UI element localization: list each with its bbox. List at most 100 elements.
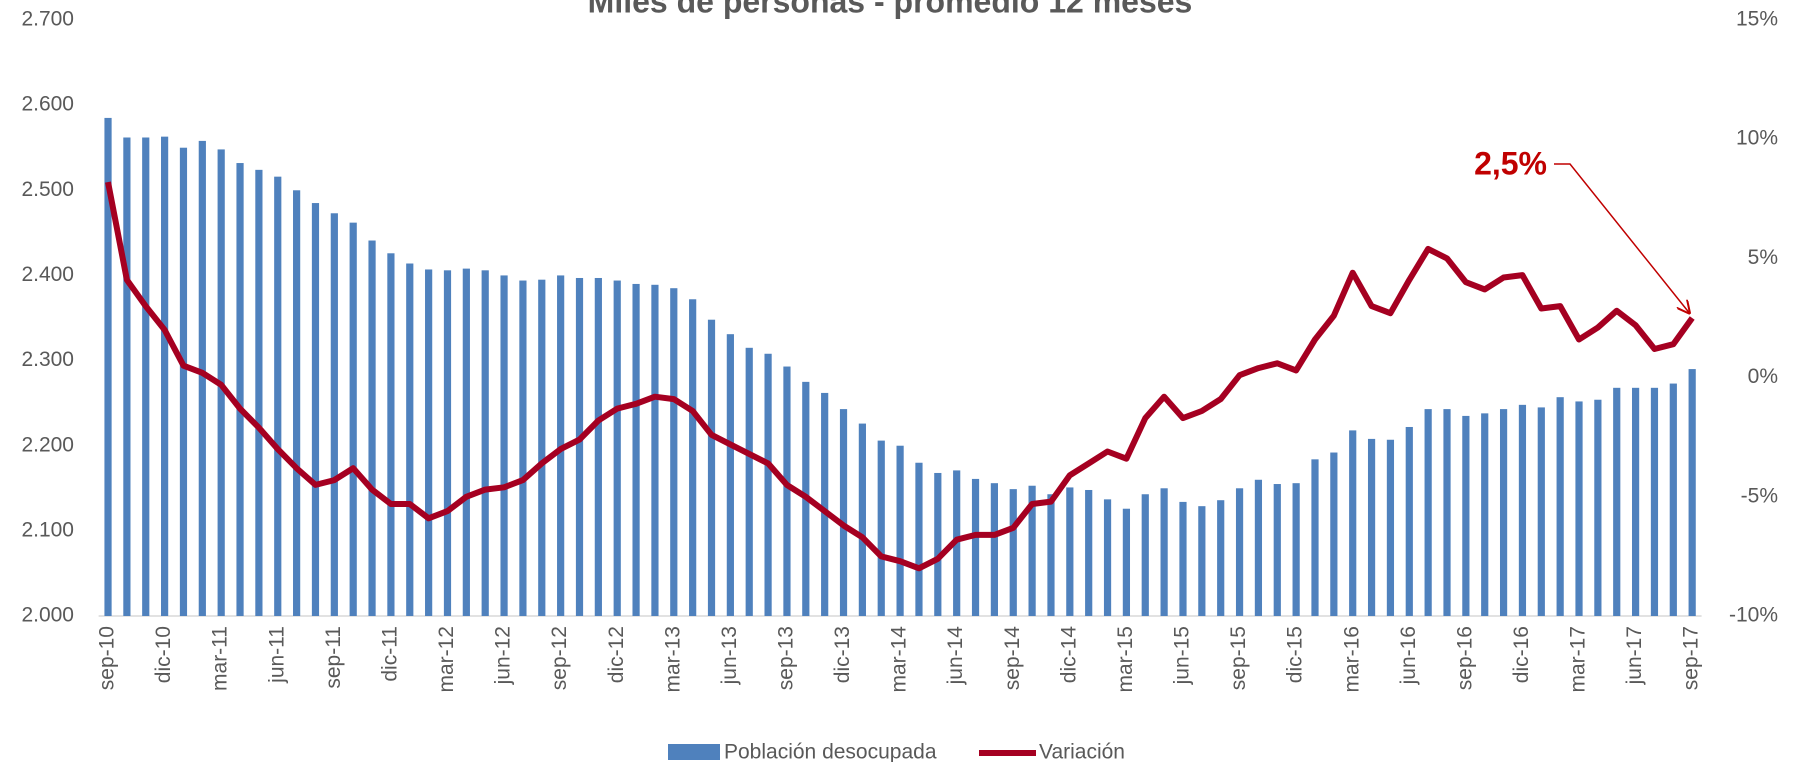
- x-tick-label: mar-16: [1340, 626, 1363, 693]
- x-tick-label: mar-14: [888, 626, 911, 693]
- line: [105, 181, 1695, 572]
- y-tick-label: 2.400: [21, 263, 74, 286]
- bar: [179, 147, 188, 616]
- bar: [349, 222, 357, 616]
- x-tick-label: mar-15: [1114, 626, 1137, 693]
- bar: [1443, 409, 1451, 616]
- bar: [123, 137, 131, 617]
- x-tick-label: sep-12: [548, 626, 571, 690]
- x-tick-label: sep-13: [774, 626, 797, 690]
- bar: [255, 169, 263, 616]
- y-tick-label: 2.500: [21, 178, 74, 201]
- y2-tick-label: 0%: [1748, 365, 1778, 388]
- y2-tick-label: 15%: [1736, 8, 1778, 31]
- bar: [462, 268, 470, 616]
- y-tick-label: 2.000: [21, 604, 74, 627]
- x-tick-label: jun-14: [944, 626, 967, 686]
- bar: [1650, 387, 1659, 616]
- x-tick-label: sep-14: [1001, 626, 1024, 691]
- y2-tick-label: 5%: [1748, 246, 1778, 269]
- bar: [858, 423, 866, 616]
- bar: [1141, 494, 1149, 616]
- bar: [726, 334, 734, 616]
- bar: [1688, 369, 1696, 616]
- bar: [1613, 387, 1621, 616]
- bar: [198, 140, 206, 616]
- bar: [1537, 407, 1545, 616]
- bar: [425, 269, 433, 616]
- bar: [443, 270, 452, 616]
- annotation: 2,5%: [1474, 145, 1547, 181]
- bar: [387, 253, 395, 616]
- x-tick-label: mar-12: [435, 626, 458, 693]
- x-tick-label: jun-15: [1171, 626, 1194, 685]
- bar: [1160, 488, 1168, 616]
- bar: [1499, 409, 1508, 616]
- bar: [821, 392, 829, 616]
- bar: [1217, 500, 1225, 616]
- bar: [161, 136, 169, 616]
- x-tick-label: mar-17: [1567, 626, 1590, 693]
- bar: [613, 280, 621, 616]
- bar: [1518, 404, 1527, 616]
- x-tick-label: jun-11: [265, 626, 288, 684]
- bar: [368, 240, 376, 616]
- bar: [707, 319, 716, 616]
- bar: [896, 445, 904, 616]
- y-tick-label: 2.200: [21, 433, 74, 456]
- x-tick-label: sep-15: [1227, 626, 1250, 690]
- x-tick-label: jun-12: [492, 626, 515, 685]
- bar: [1367, 438, 1376, 616]
- bar: [557, 275, 565, 616]
- bar: [1122, 508, 1131, 616]
- x-tick-label: dic-15: [1284, 626, 1307, 683]
- x-tick-label: dic-16: [1510, 626, 1533, 683]
- bar: [877, 440, 885, 616]
- bar: [839, 409, 848, 616]
- y-tick-label: 2.100: [21, 518, 74, 541]
- bar: [1047, 494, 1055, 616]
- bar: [1594, 399, 1602, 616]
- legend-swatch: [668, 744, 720, 760]
- bar: [1424, 409, 1432, 616]
- bar: [519, 280, 527, 616]
- y-tick-label: 2.700: [21, 8, 74, 31]
- y2-tick-label: -10%: [1729, 604, 1778, 627]
- bar: [1179, 501, 1187, 616]
- bar: [651, 284, 659, 616]
- bar: [293, 190, 301, 617]
- x-tick-label: dic-10: [152, 626, 175, 683]
- bar: [1028, 485, 1036, 616]
- bar: [632, 283, 640, 616]
- bar: [783, 366, 791, 616]
- bar: [1009, 489, 1017, 616]
- bar: [689, 299, 697, 616]
- y-tick-label: 2.300: [21, 348, 74, 371]
- bar: [1273, 484, 1281, 616]
- bar: [1198, 506, 1206, 616]
- x-tick-label: dic-11: [378, 626, 401, 682]
- x-tick-label: dic-13: [831, 626, 854, 683]
- bar: [1669, 383, 1677, 616]
- bar: [670, 288, 678, 616]
- bar: [934, 472, 942, 616]
- y2-tick-label: -5%: [1741, 484, 1778, 507]
- bar: [1292, 483, 1300, 616]
- bar: [481, 270, 489, 616]
- bar: [990, 483, 998, 616]
- bar: [1311, 459, 1319, 616]
- legend-label: Variación: [1039, 741, 1125, 762]
- bar: [1254, 479, 1263, 616]
- bar: [1235, 488, 1244, 616]
- bar: [575, 277, 584, 616]
- chart-title: Miles de personas - promedio 12 meses: [588, 0, 1193, 19]
- bar: [1330, 452, 1338, 616]
- y-tick-label: 2.600: [21, 93, 74, 116]
- bar: [104, 117, 112, 617]
- annotation-arrow: [1554, 163, 1690, 314]
- x-tick-label: jun-16: [1397, 626, 1420, 685]
- x-tick-label: sep-17: [1680, 626, 1703, 690]
- bar: [915, 462, 923, 616]
- x-tick-label: mar-11: [209, 626, 232, 691]
